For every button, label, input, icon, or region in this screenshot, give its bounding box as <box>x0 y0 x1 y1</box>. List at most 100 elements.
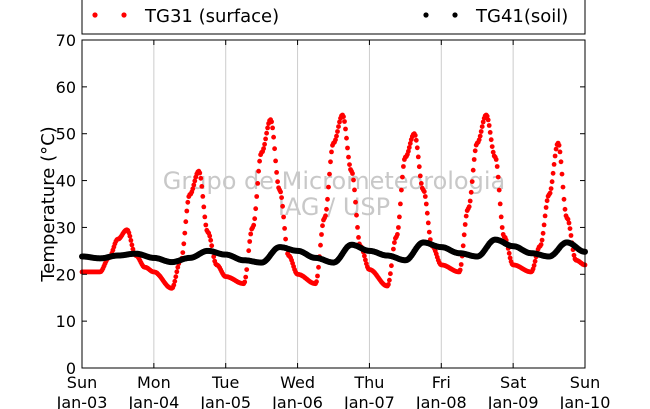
data-point-surface <box>336 124 341 129</box>
data-point-surface <box>495 174 501 180</box>
data-point-surface <box>319 232 324 237</box>
legend-marker-soil-2 <box>452 12 458 18</box>
legend-box <box>81 0 586 35</box>
data-point-surface <box>540 230 546 236</box>
data-point-surface <box>556 142 562 148</box>
data-point-surface <box>208 237 214 243</box>
data-point-surface <box>389 263 394 269</box>
data-point-surface <box>551 162 557 167</box>
data-point-surface <box>184 208 190 214</box>
data-point-surface <box>274 170 279 175</box>
data-point-surface <box>388 271 393 277</box>
data-point-surface <box>203 222 209 228</box>
data-point-surface <box>550 170 556 176</box>
data-point-surface <box>271 134 276 140</box>
watermark-line-1: Grupo de Micrometeorologia <box>163 167 505 195</box>
y-tick-label: 40 <box>56 172 76 191</box>
data-point-surface <box>472 148 478 154</box>
data-point-surface <box>470 167 476 173</box>
data-point-surface <box>538 242 544 248</box>
data-point-surface <box>562 206 568 212</box>
data-point-surface <box>559 171 565 177</box>
x-tick-label-day: Sun <box>67 373 97 392</box>
data-point-surface <box>461 232 467 238</box>
data-point-surface <box>414 145 420 151</box>
data-point-surface <box>333 137 338 143</box>
data-point-surface <box>198 175 204 181</box>
x-tick-label-date: Jan-03 <box>56 393 108 409</box>
data-point-surface <box>494 164 500 169</box>
data-point-surface <box>127 233 133 239</box>
x-tick-label-date: Jan-08 <box>415 393 467 409</box>
data-point-surface <box>553 146 559 152</box>
data-point-surface <box>561 196 567 202</box>
data-point-surface <box>487 130 493 135</box>
data-point-surface <box>246 248 252 254</box>
data-point-surface <box>275 179 280 185</box>
data-point-surface <box>560 184 566 190</box>
data-point-surface <box>252 216 258 222</box>
x-tick-label-day: Sat <box>500 373 526 392</box>
data-point-surface <box>558 159 564 165</box>
data-point-surface <box>400 174 405 180</box>
data-point-surface <box>478 129 484 134</box>
data-point-surface <box>181 241 187 247</box>
data-point-surface <box>254 194 260 199</box>
data-point-surface <box>406 148 411 154</box>
data-point-surface <box>398 201 403 207</box>
data-point-surface <box>129 242 135 248</box>
data-point-surface <box>248 231 254 237</box>
data-point-surface <box>399 187 404 193</box>
data-point-surface <box>343 126 348 132</box>
data-point-surface <box>467 198 473 204</box>
data-point-surface <box>490 149 496 155</box>
data-point-surface <box>351 177 356 183</box>
data-point-surface <box>362 253 367 259</box>
y-tick-label: 10 <box>56 312 76 331</box>
data-point-surface <box>341 114 346 120</box>
data-point-surface <box>190 186 196 192</box>
data-point-surface <box>547 190 553 196</box>
data-point-surface <box>426 229 432 235</box>
data-point-surface <box>279 195 284 201</box>
data-point-surface <box>174 269 180 275</box>
data-point-surface <box>272 146 277 152</box>
data-point-surface <box>281 214 286 220</box>
data-point-surface <box>128 238 134 243</box>
data-point-surface <box>355 225 360 230</box>
data-point-surface <box>463 213 469 219</box>
data-point-surface <box>197 170 203 176</box>
y-axis: 0 10 20 30 40 50 60 70 <box>56 31 585 378</box>
y-tick-label: 0 <box>66 359 76 378</box>
data-point-surface <box>283 236 288 242</box>
data-point-surface <box>326 184 331 190</box>
data-point-surface <box>262 141 267 147</box>
data-point-surface <box>484 113 490 119</box>
data-point-surface <box>468 189 474 195</box>
data-point-surface <box>497 201 503 207</box>
data-point-surface <box>496 187 502 193</box>
series-layer <box>79 112 588 291</box>
legend-marker-soil-1 <box>423 12 429 18</box>
x-axis: SunJan-03MonJan-04TueJan-05WedJan-06ThuJ… <box>56 40 611 409</box>
data-point-surface <box>209 243 215 249</box>
data-point-surface <box>541 222 547 228</box>
legend-marker-surface-1 <box>92 12 98 18</box>
data-point-surface <box>334 133 339 139</box>
data-point-surface <box>406 145 412 150</box>
x-tick-label-date: Jan-10 <box>559 393 611 409</box>
data-point-surface <box>320 223 325 229</box>
x-tick-label-day: Wed <box>280 373 315 392</box>
x-tick-label-date: Jan-06 <box>271 393 323 409</box>
data-point-surface <box>493 157 499 162</box>
data-point-surface <box>571 252 577 258</box>
data-point-surface <box>476 137 482 143</box>
y-tick-label: 70 <box>56 31 76 50</box>
data-point-surface <box>251 222 257 228</box>
data-point-surface <box>282 226 287 231</box>
y-tick-label: 60 <box>56 78 76 97</box>
data-point-surface <box>479 124 485 129</box>
data-point-surface <box>391 246 396 252</box>
data-point-surface <box>316 264 321 270</box>
